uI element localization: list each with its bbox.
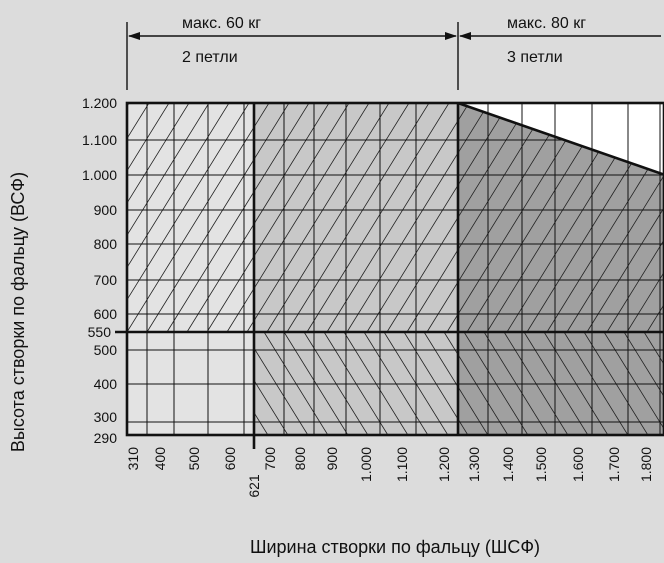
dim-weight-1: макс. 60 кг	[182, 15, 261, 32]
hatching	[127, 103, 664, 435]
y-tick-1200: 1.200	[82, 95, 117, 111]
x-tick-700: 700	[262, 447, 278, 471]
grid	[127, 103, 664, 435]
hatch-line-up	[127, 103, 210, 236]
x-tick-600: 600	[222, 447, 238, 471]
mark-x-621: 621	[246, 474, 262, 498]
x-tick-1100: 1.100	[394, 447, 410, 482]
x-tick-1400: 1.400	[500, 447, 516, 482]
hatch-line-up	[406, 103, 550, 333]
dim-weight-2: макс. 80 кг	[507, 15, 586, 32]
hatch-line-up	[127, 103, 250, 301]
dim-hinges-2: 3 петли	[507, 49, 563, 66]
x-tick-500: 500	[186, 447, 202, 471]
hatch-line-up	[306, 103, 450, 333]
hatch-line-up	[266, 103, 410, 333]
hatch-line-up	[146, 103, 290, 333]
hatch-line-up	[127, 103, 270, 333]
x-tick-1300: 1.300	[466, 447, 482, 482]
y-tick-290: 290	[94, 430, 118, 446]
hatch-line-up	[366, 103, 510, 333]
hatch-line-up	[246, 103, 390, 333]
dim-hinges-1: 2 петли	[182, 49, 238, 66]
x-tick-1500: 1.500	[533, 447, 549, 482]
hatch-line-up	[546, 142, 664, 333]
y-tick-1000: 1.000	[82, 167, 117, 183]
hatch-line-up	[286, 103, 430, 333]
out-of-range-region	[457, 103, 664, 176]
hatch-line-up	[226, 103, 370, 333]
hatch-line-up	[127, 103, 170, 172]
x-tick-800: 800	[292, 447, 308, 471]
x-tick-1800: 1.800	[638, 447, 654, 482]
hatch-line-up	[127, 103, 230, 269]
hatch-line-up	[586, 207, 664, 333]
y-tick-500: 500	[94, 342, 118, 358]
hatch-line-up	[426, 103, 570, 333]
x-axis-title: Ширина створки по фальцу (ШСФ)	[250, 537, 540, 557]
hatch-line-up	[166, 103, 310, 333]
y-tick-300: 300	[94, 409, 118, 425]
y-tick-700: 700	[94, 272, 118, 288]
outer-frame	[125, 101, 664, 437]
hatch-line-up	[566, 174, 664, 333]
x-tick-400: 400	[152, 447, 168, 471]
hatch-line-up	[186, 103, 330, 333]
y-tick-600: 600	[94, 306, 118, 322]
hatch-line-down	[253, 412, 269, 435]
hatch-line-down	[643, 331, 664, 366]
zones	[127, 103, 664, 435]
dimension-bars: макс. 60 кг 2 петли макс. 80 кг 3 петли	[126, 15, 661, 90]
special-marks: 550 621	[88, 324, 262, 498]
x-tick-900: 900	[324, 447, 340, 471]
x-tick-1200: 1.200	[436, 447, 452, 482]
x-tick-310: 310	[125, 447, 141, 471]
y-tick-800: 800	[94, 236, 118, 252]
y-tick-400: 400	[94, 376, 118, 392]
hatch-line-down	[253, 380, 289, 435]
x-tick-1600: 1.600	[570, 447, 586, 482]
hatch-line-up	[127, 103, 190, 204]
hatch-line-up	[626, 271, 664, 333]
y-tick-labels: 290 300 400 500 600 700 800 900 1.000 1.100 1.200	[82, 95, 117, 446]
y-tick-900: 900	[94, 202, 118, 218]
x-tick-labels: 310 400 500 600 700 800 900 1.000 1.100 1.200 1.30…	[125, 447, 654, 482]
zone-1	[127, 103, 254, 435]
x-tick-1700: 1.700	[606, 447, 622, 482]
hatch-line-down	[253, 347, 309, 435]
y-tick-1100: 1.100	[82, 132, 117, 148]
mark-y-550: 550	[88, 324, 112, 340]
hatch-line-up	[206, 103, 350, 333]
hatch-line-up	[606, 239, 664, 333]
x-tick-1000: 1.000	[358, 447, 374, 482]
limit-line	[457, 103, 664, 176]
y-axis-title: Высота створки по фальцу (ВСФ)	[8, 172, 28, 452]
zone-2	[254, 103, 458, 435]
hatch-line-up	[346, 103, 490, 333]
hatch-line-up	[326, 103, 470, 333]
zone-frames	[115, 101, 664, 449]
